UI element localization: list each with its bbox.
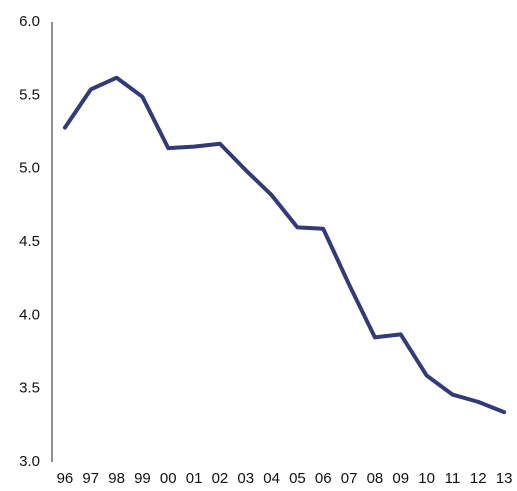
y-tick-label: 6.0: [19, 13, 40, 30]
x-tick-label: 07: [341, 470, 358, 487]
y-tick-label: 5.0: [19, 160, 40, 177]
data-line: [62, 75, 507, 415]
x-tick-label: 04: [263, 470, 280, 487]
x-tick-label: 13: [496, 470, 513, 487]
x-tick-label: 97: [82, 470, 99, 487]
x-tick-label: 00: [160, 470, 177, 487]
x-tick-label: 98: [108, 470, 125, 487]
x-tick-label: 09: [392, 470, 409, 487]
y-tick-label: 3.0: [19, 453, 40, 470]
y-tick-label: 4.5: [19, 233, 40, 250]
x-tick-label: 05: [289, 470, 306, 487]
x-tick-label: 06: [315, 470, 332, 487]
x-tick-label: 08: [367, 470, 384, 487]
x-tick-label: 02: [212, 470, 229, 487]
y-tick-label: 4.0: [19, 306, 40, 323]
x-tick-label: 03: [237, 470, 254, 487]
x-tick-label: 96: [57, 470, 74, 487]
x-tick-label: 99: [134, 470, 151, 487]
x-tick-label: 12: [470, 470, 487, 487]
x-tick-label: 11: [445, 470, 461, 487]
x-tick-label: 01: [186, 470, 203, 487]
y-tick-label: 3.5: [19, 380, 40, 397]
y-tick-label: 5.5: [19, 86, 40, 103]
x-tick-label: 10: [418, 470, 435, 487]
